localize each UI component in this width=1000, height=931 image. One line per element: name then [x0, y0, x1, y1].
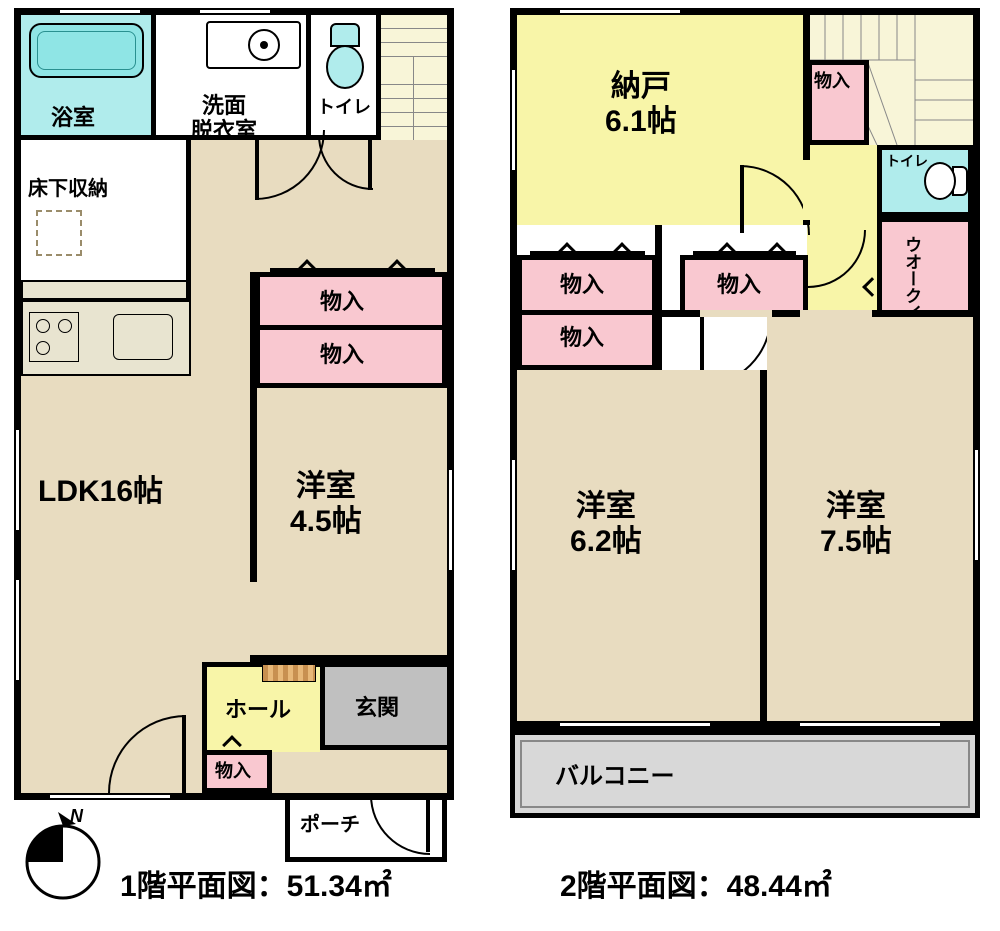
underfloor-hatch	[36, 210, 82, 256]
kitchen-counter	[21, 280, 191, 376]
closet-2f-topright: 物入	[807, 60, 869, 145]
wash: 洗面脱衣室	[156, 15, 311, 140]
bath-label: 浴室	[51, 105, 95, 130]
closet-2f-ul: 物入	[517, 255, 657, 315]
porch: ポーチ	[285, 800, 447, 862]
floorplan-canvas: 浴室 洗面脱衣室 トイレ	[0, 0, 1000, 931]
ldk-label: LDK16帖	[38, 475, 163, 510]
toilet-1f: トイレ	[311, 15, 381, 140]
yoshitsu-1f-label: 洋室4.5帖	[290, 470, 362, 539]
compass: N	[18, 810, 108, 900]
closet-1f-bottom: 物入	[202, 750, 272, 793]
closet-1f-upper: 物入	[255, 272, 447, 330]
nando-label: 納戸6.1帖	[605, 70, 677, 139]
floor1-caption: 1階平面図：51.34㎡	[120, 870, 392, 905]
closet-1f-lower: 物入	[255, 330, 447, 388]
bath: 浴室	[21, 15, 156, 140]
entry-1f: 玄関	[320, 662, 447, 747]
wash-label: 洗面脱衣室	[191, 93, 257, 144]
underfloor-storage-label: 床下収納	[28, 178, 108, 201]
toilet-2f: トイレ	[877, 145, 973, 217]
yoshitsu-2f-b-label: 洋室7.5帖	[820, 490, 892, 559]
closet-2f-ll: 物入	[517, 315, 657, 370]
closet-2f-ur: 物入	[680, 255, 808, 315]
balcony: バルコニー	[510, 728, 980, 818]
yoshitsu-2f-a-label: 洋室6.2帖	[570, 490, 642, 559]
floor2-caption: 2階平面図：48.44㎡	[560, 870, 832, 905]
toilet-1f-label: トイレ	[317, 97, 371, 118]
